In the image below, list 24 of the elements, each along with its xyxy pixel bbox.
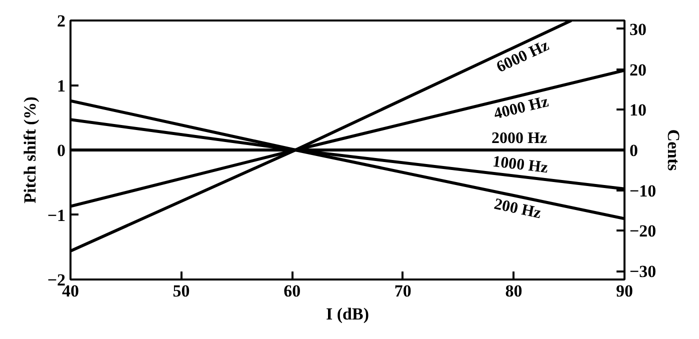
x-tick-label: 50 xyxy=(172,282,190,300)
y2-tick-label: −20 xyxy=(630,222,656,241)
text: 200 Hz xyxy=(492,196,543,222)
y-tick-label: 2 xyxy=(57,12,66,30)
y2-tick-label: −10 xyxy=(630,181,656,200)
x-axis-title: I (dB) xyxy=(326,304,369,324)
x-tick-label: 90 xyxy=(616,282,633,300)
text: 1000 Hz xyxy=(492,153,549,177)
series-label: 2000 Hz xyxy=(491,130,548,147)
y2-tick-label: 20 xyxy=(630,60,646,80)
text: 6000 Hz xyxy=(494,37,552,76)
y2-axis-title: Cents xyxy=(664,129,684,172)
y-axis-title: Pitch shift (%) xyxy=(20,96,40,204)
y-tick-label: −1 xyxy=(47,206,66,225)
text: 4000 Hz xyxy=(492,93,550,123)
y2-tick-label: 10 xyxy=(630,100,646,120)
y-tick-label: 1 xyxy=(57,76,66,96)
x-tick-label: 70 xyxy=(394,282,412,300)
y2-tick-label: 30 xyxy=(630,20,646,39)
y2-tick-label: −30 xyxy=(630,262,656,282)
y-tick-label: 0 xyxy=(57,141,66,160)
y2-tick-label: 0 xyxy=(630,141,638,160)
x-tick-label: 80 xyxy=(505,282,522,300)
x-tick-label: 60 xyxy=(284,282,301,300)
